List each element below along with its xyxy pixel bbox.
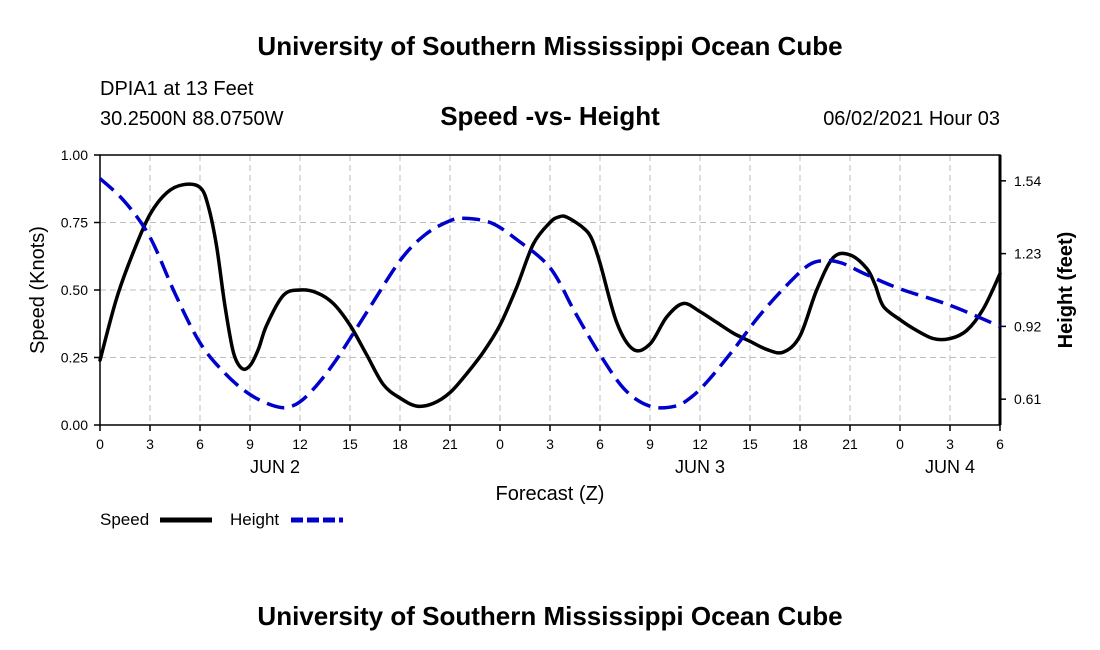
y-right-tick-label: 0.61 — [1014, 391, 1041, 407]
x-tick-label: 15 — [742, 436, 758, 452]
y-axis-left-label: Speed (Knots) — [27, 226, 49, 354]
coords-label: 30.2500N 88.0750W — [100, 108, 284, 130]
x-tick-label: 3 — [946, 436, 954, 452]
height-line — [98, 177, 1001, 410]
grid — [100, 155, 1000, 425]
x-tick-label: 18 — [792, 436, 808, 452]
series — [98, 177, 1002, 410]
date-label: JUN 4 — [925, 457, 975, 477]
x-tick-label: 0 — [96, 436, 104, 452]
axes: 0 3 6 9 12 15 18 21 0 3 6 9 12 15 18 21 0 3 6 0.00 0.25 0.50 0… — [61, 147, 1042, 477]
x-tick-label: 9 — [246, 436, 254, 452]
x-tick-label: 0 — [896, 436, 904, 452]
station-label: DPIA1 at 13 Feet — [100, 78, 254, 100]
y-axis-right-label: Height (feet) — [1055, 232, 1077, 349]
y-left-tick-label: 0.50 — [61, 282, 88, 298]
x-tick-label: 6 — [196, 436, 204, 452]
x-tick-label: 3 — [146, 436, 154, 452]
chart-title: Speed -vs- Height — [440, 101, 660, 131]
x-tick-label: 6 — [996, 436, 1004, 452]
x-tick-label: 0 — [496, 436, 504, 452]
x-tick-label: 21 — [842, 436, 858, 452]
y-left-tick-label: 0.25 — [61, 350, 88, 366]
x-tick-label: 18 — [392, 436, 408, 452]
date-label: 06/02/2021 Hour 03 — [823, 108, 1000, 130]
speed-line — [98, 182, 1002, 409]
y-left-tick-label: 0.00 — [61, 417, 88, 433]
y-left-tick-label: 1.00 — [61, 147, 88, 163]
x-tick-label: 21 — [442, 436, 458, 452]
x-tick-label: 6 — [596, 436, 604, 452]
date-label: JUN 2 — [250, 457, 300, 477]
y-left-tick-label: 0.75 — [61, 215, 88, 231]
x-tick-label: 9 — [646, 436, 654, 452]
legend: Speed Height — [100, 510, 343, 529]
footer-title: University of Southern Mississippi Ocean… — [257, 601, 842, 631]
x-tick-label: 15 — [342, 436, 358, 452]
date-label: JUN 3 — [675, 457, 725, 477]
header-title: University of Southern Mississippi Ocean… — [257, 31, 842, 61]
x-tick-label: 3 — [546, 436, 554, 452]
x-tick-label: 12 — [292, 436, 308, 452]
legend-height-label: Height — [230, 510, 279, 529]
x-tick-label: 12 — [692, 436, 708, 452]
y-right-tick-label: 0.92 — [1014, 318, 1041, 334]
y-right-tick-label: 1.23 — [1014, 246, 1041, 262]
x-axis-label: Forecast (Z) — [496, 483, 605, 505]
y-right-tick-label: 1.54 — [1014, 173, 1041, 189]
legend-speed-label: Speed — [100, 510, 149, 529]
